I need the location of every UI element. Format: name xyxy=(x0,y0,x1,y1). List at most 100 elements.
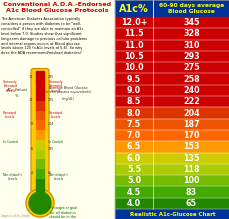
Text: 8% target or goal
for all diabetics
should be in the
range of 5.5 or
lower: 8% target or goal for all diabetics shou… xyxy=(48,206,77,219)
Text: 8: 8 xyxy=(30,122,32,126)
Text: Non-diabetic
Levels: Non-diabetic Levels xyxy=(3,173,23,181)
Text: Non-diabetic
Levels: Non-diabetic Levels xyxy=(48,173,68,181)
Text: 10.0: 10.0 xyxy=(124,63,143,72)
Bar xyxy=(114,130,229,141)
Text: 275: 275 xyxy=(182,63,199,72)
Text: 222: 222 xyxy=(182,97,199,106)
Bar xyxy=(36,187,44,197)
Text: 153: 153 xyxy=(183,142,199,151)
Text: 6: 6 xyxy=(30,147,32,151)
Bar xyxy=(36,80,44,90)
FancyBboxPatch shape xyxy=(31,69,49,200)
Bar xyxy=(114,28,229,40)
Bar xyxy=(114,17,229,28)
Bar xyxy=(0,0,114,219)
Bar xyxy=(36,119,44,129)
Bar xyxy=(114,0,229,219)
Text: 328: 328 xyxy=(182,29,199,39)
Text: 9.0: 9.0 xyxy=(126,86,140,95)
Text: 7.5: 7.5 xyxy=(126,120,140,129)
Bar xyxy=(36,148,44,158)
Bar xyxy=(36,90,44,100)
Text: 293: 293 xyxy=(182,52,199,61)
Text: 11.5: 11.5 xyxy=(124,29,143,39)
Text: 345: 345 xyxy=(183,18,199,27)
Text: 10.5: 10.5 xyxy=(124,52,143,61)
Bar xyxy=(114,0,229,17)
Text: Seriously
Elevated
Levels: Seriously Elevated Levels xyxy=(48,79,63,93)
Text: 11.0: 11.0 xyxy=(124,41,143,50)
Bar xyxy=(114,186,229,198)
Text: 6.5: 6.5 xyxy=(126,142,140,151)
Bar xyxy=(114,209,229,219)
Text: (mg/dL): (mg/dL) xyxy=(61,97,74,101)
Bar xyxy=(114,51,229,62)
Circle shape xyxy=(26,189,54,217)
Text: 65: 65 xyxy=(47,171,52,175)
Bar xyxy=(36,100,44,110)
Text: 4.0: 4.0 xyxy=(126,199,140,208)
Text: Elevated
Levels: Elevated Levels xyxy=(48,111,62,119)
Text: 8.5: 8.5 xyxy=(126,97,141,106)
Text: In Control: In Control xyxy=(3,140,18,144)
Text: Elevated
Levels: Elevated Levels xyxy=(3,111,17,119)
Text: 12: 12 xyxy=(28,75,32,79)
Text: 310: 310 xyxy=(183,41,199,50)
Text: A1c Values: A1c Values xyxy=(6,88,27,92)
Text: Realistic A1c-Glucose Chart: Realistic A1c-Glucose Chart xyxy=(129,212,214,217)
Text: 6.0: 6.0 xyxy=(126,154,140,163)
Text: 4: 4 xyxy=(30,171,32,175)
Bar xyxy=(114,152,229,164)
Text: 204: 204 xyxy=(182,108,199,118)
Bar xyxy=(36,168,44,178)
Text: 4.5: 4.5 xyxy=(126,187,140,197)
Circle shape xyxy=(29,192,51,214)
Bar xyxy=(36,110,44,119)
Text: Average Blood Glucose
(mean plasma equivalents): Average Blood Glucose (mean plasma equiv… xyxy=(45,86,91,94)
Text: 204: 204 xyxy=(47,122,54,126)
Text: 83: 83 xyxy=(185,187,196,197)
Text: %: % xyxy=(15,94,19,98)
Text: In Control: In Control xyxy=(48,140,63,144)
Bar xyxy=(114,119,229,130)
Text: 135: 135 xyxy=(47,147,54,151)
Text: A1c%: A1c% xyxy=(119,4,148,14)
Text: 5.5: 5.5 xyxy=(126,165,140,174)
Bar xyxy=(114,73,229,85)
Bar xyxy=(114,96,229,107)
Text: 275: 275 xyxy=(47,98,54,102)
Bar xyxy=(36,139,44,148)
Text: 5.0: 5.0 xyxy=(126,176,140,185)
Bar xyxy=(114,85,229,96)
Bar xyxy=(36,158,44,168)
Text: 118: 118 xyxy=(182,165,199,174)
Bar xyxy=(114,164,229,175)
Text: 60-90 days average
Blood Glucose: 60-90 days average Blood Glucose xyxy=(158,3,223,14)
Bar xyxy=(36,177,44,187)
Text: 240: 240 xyxy=(182,86,199,95)
Text: 8.0: 8.0 xyxy=(126,108,141,118)
Text: 10: 10 xyxy=(28,98,32,102)
Text: 12.0+: 12.0+ xyxy=(120,18,147,27)
Text: The American Diabetes Association typically
considers a person with diabetes to : The American Diabetes Association typica… xyxy=(1,17,87,55)
Text: 345: 345 xyxy=(47,75,54,79)
Text: 65: 65 xyxy=(185,199,196,208)
Text: Seriously
Elevated
Levels: Seriously Elevated Levels xyxy=(3,79,18,93)
Bar xyxy=(114,62,229,73)
Text: 187: 187 xyxy=(182,120,199,129)
Text: 7.0: 7.0 xyxy=(126,131,140,140)
Bar xyxy=(114,141,229,152)
Text: 9.5: 9.5 xyxy=(126,75,140,84)
Bar xyxy=(36,71,44,81)
Text: Graphics: dLife, Creator: Graphics: dLife, Creator xyxy=(1,214,30,218)
Bar xyxy=(114,40,229,51)
Bar xyxy=(114,175,229,186)
Bar xyxy=(114,198,229,209)
Text: 170: 170 xyxy=(183,131,199,140)
Text: 100: 100 xyxy=(183,176,199,185)
Text: 258: 258 xyxy=(182,75,199,84)
Bar xyxy=(114,107,229,119)
Bar xyxy=(36,129,44,139)
Text: 135: 135 xyxy=(183,154,199,163)
Text: Conventional A.D.A.-Endorsed
A1c Blood Glucose Protocols: Conventional A.D.A.-Endorsed A1c Blood G… xyxy=(3,2,111,13)
